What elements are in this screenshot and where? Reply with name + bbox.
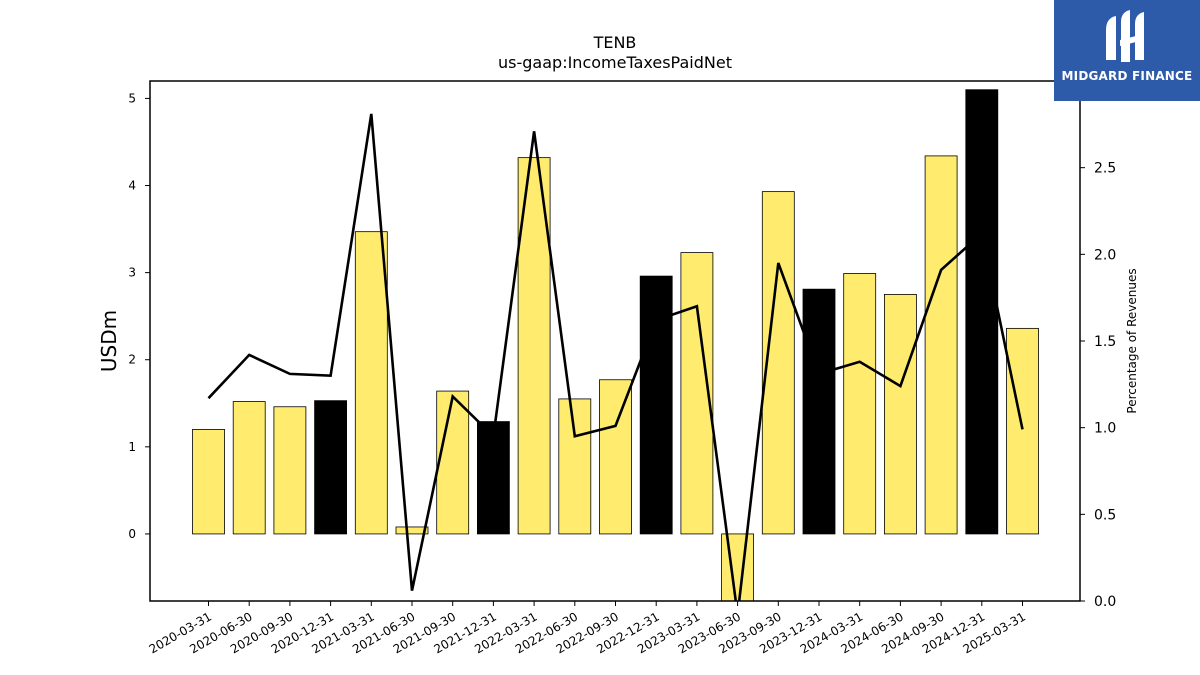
y-tick-label: 2: [128, 353, 136, 367]
y-right-tick-label: 2.5: [1094, 161, 1116, 177]
y-axis-label: USDm: [97, 310, 121, 372]
x-axis: 2020-03-312020-06-302020-09-302020-12-31…: [147, 601, 1028, 656]
bar-2020-03-31: [192, 429, 225, 535]
chart-subtitle: us-gaap:IncomeTaxesPaidNet: [498, 53, 732, 72]
y-tick-label: 5: [128, 91, 136, 105]
bar-2024-09-30: [924, 155, 958, 535]
bar-2021-03-31: [354, 231, 388, 535]
y-right-tick-label: 1.0: [1094, 421, 1116, 437]
bar-2025-03-31: [1006, 327, 1039, 535]
y-tick-label: 1: [128, 440, 136, 454]
bar-2023-12-31: [802, 288, 836, 535]
bar-2020-12-31: [314, 400, 348, 535]
y-axis-right-label: Percentage of Revenues: [1125, 268, 1139, 413]
bar-2022-12-31: [639, 275, 673, 535]
bar-2021-09-30: [436, 390, 470, 535]
y-right-tick-label: 2.0: [1094, 247, 1116, 263]
left-axis: 0 1 2 3 4 5: [128, 91, 150, 541]
logo-text: MIDGARD FINANCE: [1061, 69, 1193, 83]
bar-2020-09-30: [273, 406, 307, 535]
plot-area: [192, 89, 1039, 601]
bar-2022-09-30: [599, 379, 632, 535]
bar-2024-06-30: [884, 294, 917, 535]
bar-2024-12-31: [965, 89, 999, 535]
chart-title: TENB: [593, 33, 637, 52]
bar-2020-06-30: [232, 401, 266, 535]
y-right-tick-label: 0.0: [1094, 594, 1116, 610]
logo-mark-icon: [1106, 10, 1144, 62]
midgard-finance-logo: MIDGARD FINANCE: [1054, 0, 1200, 101]
bar-2022-06-30: [558, 398, 592, 535]
y-tick-label: 4: [128, 179, 136, 193]
bar-2021-06-30: [395, 526, 429, 535]
bar-2024-03-31: [843, 273, 877, 535]
y-right-tick-label: 1.5: [1094, 334, 1116, 350]
bar-2023-06-30: [721, 533, 754, 601]
y-right-tick-label: 0.5: [1094, 507, 1116, 523]
bar-2021-12-31: [476, 421, 510, 535]
y-tick-label: 0: [128, 527, 136, 541]
y-tick-label: 3: [128, 266, 136, 280]
right-axis: 0.0 0.5 1.0 1.5 2.0 2.5: [1080, 161, 1116, 610]
bar-2023-09-30: [761, 191, 795, 535]
percentage-line: [207, 113, 1024, 601]
